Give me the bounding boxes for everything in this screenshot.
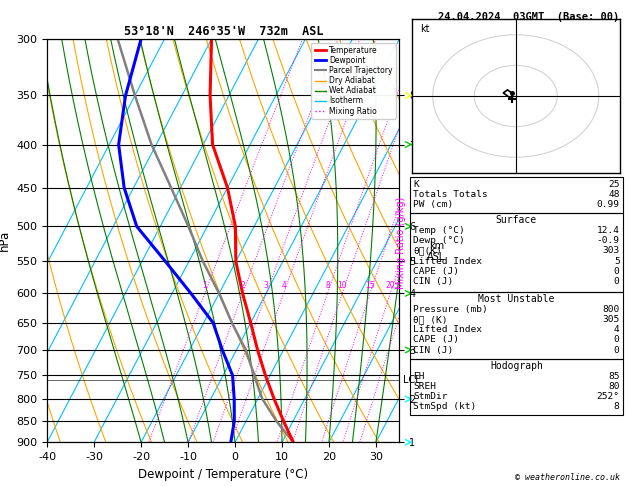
- Text: Dewp (°C): Dewp (°C): [413, 236, 465, 245]
- Text: θᴇ (K): θᴇ (K): [413, 315, 448, 324]
- Text: 15: 15: [365, 281, 375, 290]
- Text: 800: 800: [603, 305, 620, 314]
- Text: 4: 4: [614, 325, 620, 334]
- Text: © weatheronline.co.uk: © weatheronline.co.uk: [515, 473, 620, 482]
- Text: 0: 0: [614, 267, 620, 276]
- Text: SREH: SREH: [413, 382, 437, 391]
- Y-axis label: km
ASL: km ASL: [427, 241, 445, 262]
- Text: θᴇ(K): θᴇ(K): [413, 246, 442, 256]
- Text: 252°: 252°: [596, 392, 620, 401]
- X-axis label: Dewpoint / Temperature (°C): Dewpoint / Temperature (°C): [138, 468, 308, 481]
- Text: CAPE (J): CAPE (J): [413, 267, 459, 276]
- Text: 303: 303: [603, 246, 620, 256]
- Text: PW (cm): PW (cm): [413, 200, 454, 209]
- Text: 80: 80: [608, 382, 620, 391]
- Legend: Temperature, Dewpoint, Parcel Trajectory, Dry Adiabat, Wet Adiabat, Isotherm, Mi: Temperature, Dewpoint, Parcel Trajectory…: [311, 43, 396, 119]
- Text: 85: 85: [608, 372, 620, 381]
- Text: 24.04.2024  03GMT  (Base: 00): 24.04.2024 03GMT (Base: 00): [438, 12, 620, 22]
- Text: 4: 4: [281, 281, 286, 290]
- Text: 1: 1: [203, 281, 207, 290]
- Text: StmSpd (kt): StmSpd (kt): [413, 402, 477, 412]
- Text: Most Unstable: Most Unstable: [478, 294, 555, 304]
- Text: 8: 8: [614, 402, 620, 412]
- Text: kt: kt: [420, 24, 430, 34]
- Text: K: K: [413, 180, 419, 189]
- Y-axis label: hPa: hPa: [0, 230, 11, 251]
- Text: StmDir: StmDir: [413, 392, 448, 401]
- Text: -0.9: -0.9: [596, 236, 620, 245]
- Text: Surface: Surface: [496, 215, 537, 226]
- Title: 53°18'N  246°35'W  732m  ASL: 53°18'N 246°35'W 732m ASL: [123, 25, 323, 38]
- Text: Temp (°C): Temp (°C): [413, 226, 465, 235]
- Text: 305: 305: [603, 315, 620, 324]
- Text: EH: EH: [413, 372, 425, 381]
- Text: LCL: LCL: [403, 375, 421, 385]
- Text: 25: 25: [608, 180, 620, 189]
- Text: 12.4: 12.4: [596, 226, 620, 235]
- Text: Hodograph: Hodograph: [490, 361, 543, 371]
- Text: 8: 8: [325, 281, 330, 290]
- Text: 20: 20: [386, 281, 395, 290]
- Text: CAPE (J): CAPE (J): [413, 335, 459, 345]
- Text: 2: 2: [240, 281, 245, 290]
- Text: Pressure (mb): Pressure (mb): [413, 305, 488, 314]
- Text: Mixing Ratio (g/kg): Mixing Ratio (g/kg): [396, 197, 406, 289]
- Text: 0.99: 0.99: [596, 200, 620, 209]
- Text: CIN (J): CIN (J): [413, 346, 454, 355]
- Text: 0: 0: [614, 277, 620, 286]
- Text: 48: 48: [608, 190, 620, 199]
- Text: 0: 0: [614, 346, 620, 355]
- Text: 0: 0: [614, 335, 620, 345]
- Text: Lifted Index: Lifted Index: [413, 325, 482, 334]
- Text: 5: 5: [614, 257, 620, 266]
- Text: 10: 10: [337, 281, 347, 290]
- Text: Totals Totals: Totals Totals: [413, 190, 488, 199]
- Text: CIN (J): CIN (J): [413, 277, 454, 286]
- Text: Lifted Index: Lifted Index: [413, 257, 482, 266]
- Text: 3: 3: [264, 281, 269, 290]
